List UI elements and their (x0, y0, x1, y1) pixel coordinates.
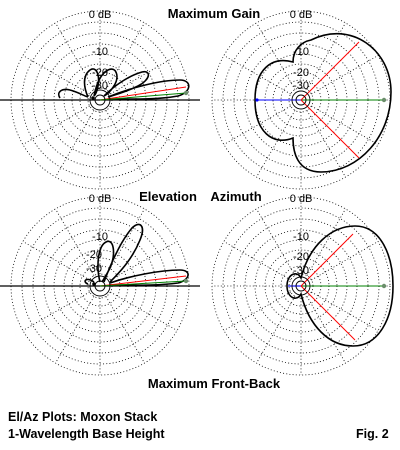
center-ring-inner (94, 280, 106, 292)
ring-label-0db: 0 dB (290, 9, 313, 21)
caption-fig-number: Fig. 2 (356, 427, 389, 441)
green-line (99, 280, 187, 287)
ring-label-20: -20 (293, 251, 309, 263)
header-maximum-gain: Maximum Gain (168, 6, 261, 21)
green-marker (381, 97, 387, 103)
grid-spoke (311, 291, 379, 331)
grid-spoke (306, 208, 346, 276)
caption-line2: 1-Wavelength Base Height (8, 427, 165, 441)
grid-spoke (55, 208, 95, 276)
header-azimuth: Azimuth (210, 189, 261, 204)
ring-label-10: -10 (92, 46, 108, 58)
green-marker (183, 90, 189, 96)
green-line (99, 92, 187, 101)
red-line (99, 86, 187, 101)
polar-plot-elevation-max-front-back: 0 dB -10 -20 -30 (0, 193, 200, 376)
center-ring-inner (295, 280, 307, 292)
polar-plot-elevation-max-gain: 0 dB -10 -20 -30 (0, 9, 200, 190)
grid-spoke (105, 22, 145, 90)
grid-spoke (55, 110, 95, 178)
red-line-lower (300, 99, 360, 159)
grid-spoke (306, 110, 346, 178)
ring-label-30: -30 (293, 80, 309, 92)
center-marker (91, 96, 95, 100)
center-ring (291, 276, 311, 296)
red-line (99, 275, 187, 287)
ring-label-30: -30 (86, 263, 102, 275)
grid-spoke (105, 296, 145, 364)
grid-spoke (22, 241, 90, 281)
grid-spoke (22, 55, 90, 95)
center-ring-inner (295, 94, 307, 106)
blue-marker (255, 98, 259, 102)
grid-spoke (311, 55, 379, 95)
caption-line1: El/Az Plots: Moxon Stack (8, 410, 157, 424)
ring-label-10: -10 (92, 231, 108, 243)
grid-spoke (223, 241, 291, 281)
grid-spoke (110, 55, 178, 95)
center-ring (89, 89, 111, 111)
header-elevation: Elevation (139, 189, 197, 204)
ring-label-0db: 0 dB (89, 193, 112, 205)
polar-plot-azimuth-max-front-back: 0 dB -10 -20 -30 (211, 193, 394, 376)
grid-spoke (105, 208, 145, 276)
center-ring-inner (94, 94, 106, 106)
grid-spoke (110, 241, 178, 281)
grid-spoke (256, 208, 296, 276)
grid-spoke (223, 105, 291, 145)
grid-spoke (110, 105, 178, 145)
center-ring (291, 90, 311, 110)
green-marker (381, 283, 387, 289)
grid-spoke (256, 22, 296, 90)
red-line-upper (300, 41, 360, 101)
ring-label-20: -20 (293, 67, 309, 79)
red-line-lower (300, 285, 356, 341)
green-marker (183, 278, 189, 284)
elevation-pattern (57, 68, 190, 100)
grid-spoke (306, 296, 346, 364)
grid-spoke (22, 105, 90, 145)
center-marker (92, 282, 96, 286)
grid-spoke (256, 110, 296, 178)
grid-spoke (55, 22, 95, 90)
red-line-upper (300, 233, 354, 287)
polar-plot-azimuth-max-gain: 0 dB -10 -20 -30 (211, 9, 392, 190)
grid-spoke (223, 291, 291, 331)
grid-spoke (311, 241, 379, 281)
grid-spoke (311, 105, 379, 145)
azimuth-pattern (286, 225, 394, 347)
elevation-pattern (84, 223, 189, 286)
grid-spoke (105, 110, 145, 178)
header-maximum-front-back: Maximum Front-Back (148, 376, 281, 391)
grid-spoke (22, 291, 90, 331)
center-ring (89, 275, 111, 297)
ring-label-0db: 0 dB (89, 9, 112, 21)
ring-label-0db: 0 dB (290, 193, 313, 205)
grid-spoke (256, 296, 296, 364)
grid-spoke (306, 22, 346, 90)
ring-label-10: -10 (293, 231, 309, 243)
grid-spoke (223, 55, 291, 95)
grid-spoke (110, 291, 178, 331)
azimuth-pattern (254, 32, 392, 173)
grid-spoke (55, 296, 95, 364)
